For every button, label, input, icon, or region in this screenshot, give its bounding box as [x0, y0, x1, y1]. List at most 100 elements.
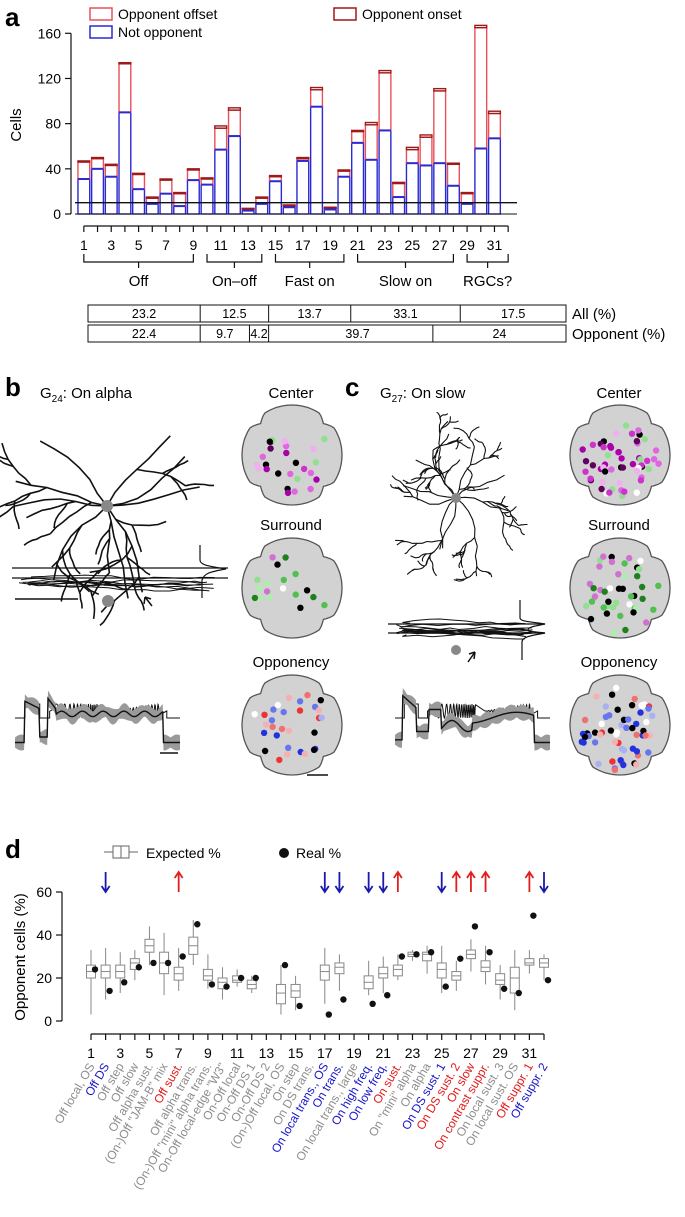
dendrite [75, 580, 83, 609]
roi-dot [633, 438, 641, 445]
box-iqr [217, 977, 228, 990]
roi-dot [317, 697, 324, 704]
roi-dot [274, 701, 282, 709]
bar-not-opponent [392, 196, 406, 215]
roi-dot [637, 456, 644, 463]
dendrite [449, 420, 459, 423]
x-axis: 1 3 5 7 9 11 13 15 17 19 21 23 25 27 29 31 [87, 1033, 545, 1061]
dendrite [405, 477, 422, 484]
dendrite [13, 500, 20, 530]
bar-opponent-onset [378, 69, 392, 74]
legend-label-real: Real % [296, 845, 341, 861]
x-tick-label: 7 [162, 237, 170, 253]
roi-dot [313, 476, 320, 483]
roi-dot [606, 712, 613, 719]
roi-dot [609, 758, 616, 765]
roi-dot [297, 604, 304, 611]
arrow-up-icon [451, 870, 462, 892]
roi-dot [620, 761, 627, 769]
roi-dot [613, 731, 620, 738]
bar-opponent-offset [405, 148, 419, 164]
roi-dot [307, 469, 315, 477]
roi-dot [586, 580, 594, 588]
arrow-down-icon [363, 872, 374, 894]
arrow-up-icon [524, 870, 535, 892]
dendrite [395, 539, 405, 542]
side-dendrites [18, 574, 215, 592]
side-dendrite [30, 574, 208, 584]
bar-opponent-onset [227, 107, 241, 111]
legend: Expected % Real % [104, 845, 341, 861]
bar-opponent-onset [268, 174, 283, 178]
roi-dot [276, 756, 283, 764]
bar-opponent-offset [132, 173, 146, 190]
group-label: On–off [212, 273, 258, 290]
bar-opponent-onset [392, 181, 406, 185]
panel-c: G27: On slow [380, 385, 550, 751]
roi-dot [655, 582, 662, 589]
dendrite [468, 426, 480, 439]
dendrite [170, 475, 188, 501]
group-bracket [206, 254, 263, 268]
x-tick-label: 25 [434, 1045, 450, 1061]
roi-dot [619, 464, 627, 471]
side-dendrites [395, 618, 533, 640]
x-tick-label: 29 [459, 237, 475, 253]
cluster-groups: Off On–off Fast on Slow on RGCs? [83, 254, 512, 290]
arrow-down-icon [100, 872, 111, 894]
y-tick-label: 0 [44, 1013, 52, 1029]
bar-opponent-onset [104, 163, 118, 167]
box-iqr [202, 968, 213, 981]
dendrite [460, 543, 468, 560]
side-dendrite [18, 582, 204, 592]
side-dendrite [396, 630, 525, 640]
x-tick-label: 11 [230, 1045, 245, 1061]
dendrite [518, 527, 525, 536]
roi-dot [304, 691, 311, 699]
bar-opponent-offset [351, 130, 365, 144]
bar-not-opponent [296, 160, 310, 215]
real-dot [413, 951, 420, 958]
roi-dot [627, 593, 635, 600]
side-dendrite [20, 576, 215, 583]
dendrite [51, 524, 83, 568]
legend-swatch-onset [333, 7, 357, 21]
arrow-down-icon [334, 872, 345, 894]
dendrite [419, 467, 434, 476]
roi-dot [618, 721, 625, 729]
roi-dot [583, 602, 590, 610]
roi-dot [598, 720, 605, 727]
roi-dot [274, 561, 281, 568]
panel-c-letter: c [345, 372, 359, 402]
roi-dot [589, 462, 597, 469]
trace-mean [15, 696, 180, 744]
dendrite [0, 486, 48, 508]
real-dot [471, 923, 479, 930]
arrow-up-icon [480, 870, 491, 892]
roi-dot [600, 444, 607, 451]
dendrite [90, 590, 96, 620]
soma [101, 500, 113, 512]
table-cell: 39.7 [345, 327, 369, 341]
roi-dot [315, 707, 323, 714]
roi-dot [622, 626, 629, 634]
map-label-center-c: Center [596, 385, 641, 402]
legend-label-expected: Expected % [146, 845, 221, 861]
table-row [87, 304, 567, 323]
dendrite [444, 459, 461, 485]
dendrite [49, 501, 92, 535]
dendrite [501, 506, 517, 514]
table-row [87, 324, 567, 343]
panel-b-letter: b [5, 372, 21, 402]
bar-opponent-onset [296, 156, 310, 160]
dendrite [429, 554, 434, 571]
roi-dot [633, 720, 640, 728]
x-tick-label: 31 [487, 237, 503, 253]
bar-opponent-onset [282, 204, 296, 207]
roi-dot [275, 470, 282, 477]
roi-dot [285, 727, 293, 734]
bar-not-opponent [186, 179, 200, 215]
dendrite [455, 446, 475, 499]
x-tick-label: 23 [405, 1045, 421, 1061]
x-tick-label: 13 [240, 237, 256, 253]
